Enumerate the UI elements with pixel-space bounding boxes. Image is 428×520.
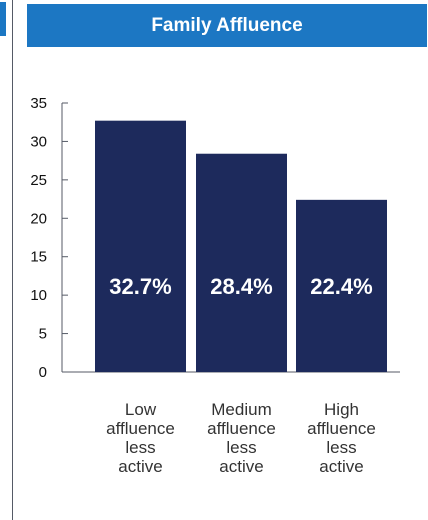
panel-divider [12,0,13,520]
y-tick-label-30: 30 [30,133,47,150]
bar-value-label-0: 32.7% [109,274,171,299]
left-panel-edge [0,2,6,36]
bar-2 [296,199,387,372]
y-tick-label-15: 15 [30,249,47,266]
x-category-label-1: Medium affluence less active [207,400,276,476]
bar-value-label-2: 22.4% [310,274,372,299]
x-category-label-2: High affluence less active [307,400,376,476]
bar-value-label-1: 28.4% [210,274,272,299]
y-tick-label-5: 5 [39,326,47,343]
y-tick-label-10: 10 [30,287,47,304]
chart-title: Family Affluence [27,4,427,47]
y-tick-label-20: 20 [30,210,47,227]
y-tick-label-35: 35 [30,95,47,112]
bar-1 [196,153,287,372]
bar-0 [95,120,186,372]
y-tick-label-25: 25 [30,172,47,189]
y-tick-label-0: 0 [39,364,47,381]
x-category-label-0: Low affluence less active [106,400,175,476]
